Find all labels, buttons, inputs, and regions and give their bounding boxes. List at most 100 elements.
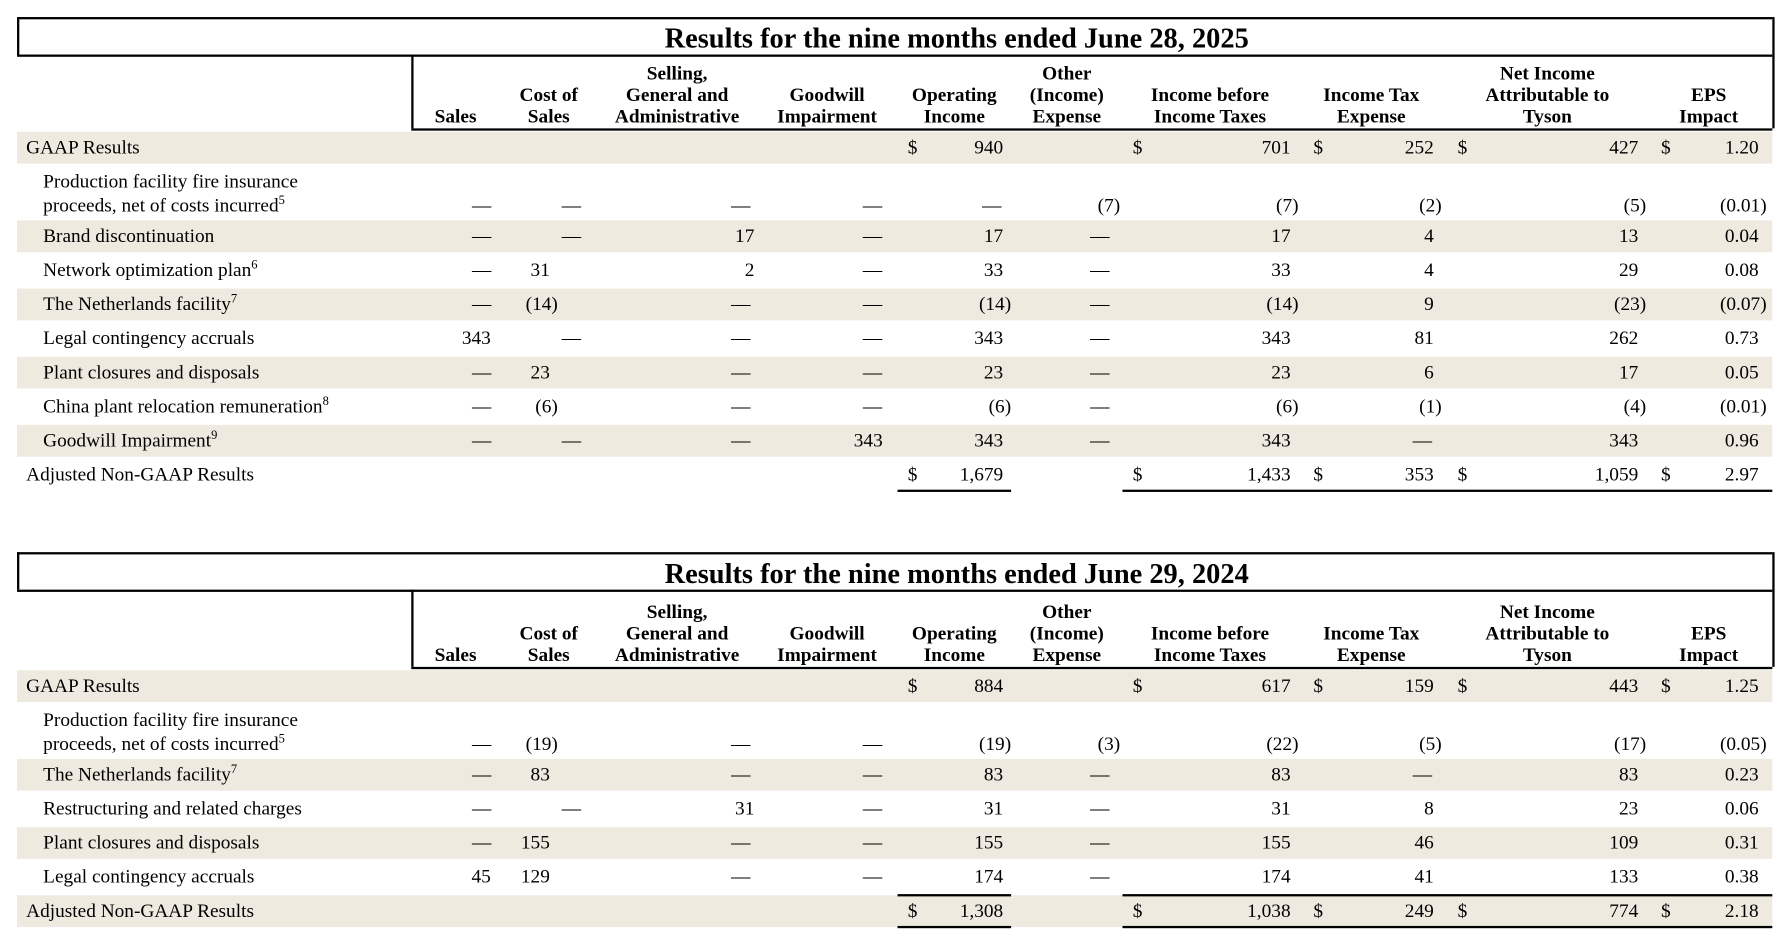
column-header: Income Taxes bbox=[1153, 644, 1267, 666]
column-header: Expense bbox=[1032, 105, 1102, 128]
column-header: Goodwill bbox=[789, 622, 865, 645]
dash: — bbox=[561, 194, 582, 216]
dash: — bbox=[1412, 429, 1433, 452]
dash: — bbox=[731, 293, 751, 315]
cell-value: 617 bbox=[1261, 674, 1291, 697]
cell-value: 81 bbox=[1414, 327, 1434, 349]
border bbox=[17, 54, 1773, 57]
currency-symbol: $ bbox=[1457, 463, 1468, 486]
dash: — bbox=[862, 224, 883, 247]
cell-value: 443 bbox=[1609, 674, 1639, 697]
dash: — bbox=[1090, 763, 1110, 786]
cell-value: 9 bbox=[1424, 293, 1434, 315]
row-shade bbox=[17, 827, 1773, 859]
dash: — bbox=[1090, 361, 1110, 383]
cell-value: 343 bbox=[974, 429, 1004, 452]
currency-symbol: $ bbox=[1457, 136, 1468, 158]
cell-value: 13 bbox=[1618, 224, 1639, 247]
column-header: Sales bbox=[527, 644, 570, 666]
dash: — bbox=[862, 797, 883, 820]
row-label: Production facility fire insurance bbox=[43, 170, 298, 193]
cell-value: (3) bbox=[1097, 732, 1121, 755]
dash: — bbox=[731, 429, 751, 452]
border bbox=[411, 128, 1773, 131]
column-header: Net Income bbox=[1499, 600, 1595, 623]
column-header: EPS bbox=[1690, 622, 1727, 645]
cell-value: 1.25 bbox=[1724, 674, 1759, 697]
dash: — bbox=[731, 732, 751, 755]
cell-value: 884 bbox=[974, 674, 1004, 697]
currency-symbol: $ bbox=[1313, 463, 1323, 486]
cell-value: 343 bbox=[461, 327, 491, 349]
dash: — bbox=[731, 865, 751, 888]
dash: — bbox=[1090, 395, 1110, 417]
column-header: (Income) bbox=[1029, 84, 1104, 106]
cell-value: 45 bbox=[471, 865, 491, 888]
cell-value: 252 bbox=[1404, 136, 1434, 158]
cell-value: (1) bbox=[1419, 395, 1442, 417]
table-title: Results for the nine months ended June 2… bbox=[664, 558, 1249, 590]
cell-value: 0.73 bbox=[1724, 327, 1759, 349]
dash: — bbox=[1090, 797, 1110, 820]
cell-value: (22) bbox=[1266, 732, 1299, 755]
cell-value: 17 bbox=[1618, 361, 1639, 383]
currency-symbol: $ bbox=[1660, 463, 1671, 486]
cell-value: 6 bbox=[1424, 361, 1434, 383]
row-label: Network optimization plan6 bbox=[43, 258, 258, 281]
currency-symbol: $ bbox=[1313, 136, 1323, 158]
cell-value: 4 bbox=[1424, 224, 1434, 247]
currency-symbol: $ bbox=[907, 463, 918, 486]
dash: — bbox=[472, 361, 492, 383]
column-header: Goodwill bbox=[789, 84, 865, 106]
border bbox=[1772, 552, 1775, 667]
table-title: Results for the nine months ended June 2… bbox=[664, 23, 1249, 55]
border bbox=[17, 17, 19, 55]
cell-value: 701 bbox=[1261, 136, 1291, 158]
currency-symbol: $ bbox=[1457, 899, 1468, 922]
cell-value: 174 bbox=[974, 865, 1004, 888]
column-header: Operating bbox=[911, 622, 997, 645]
cell-value: 774 bbox=[1609, 899, 1639, 922]
cell-value: (0.01) bbox=[1719, 194, 1767, 216]
row-shade bbox=[17, 356, 1773, 389]
column-header: Other bbox=[1042, 62, 1092, 85]
cell-value: 0.23 bbox=[1724, 763, 1759, 786]
total-rule bbox=[897, 925, 1012, 928]
currency-symbol: $ bbox=[1132, 899, 1143, 922]
row-shade bbox=[17, 758, 1773, 791]
row-label: proceeds, net of costs incurred5 bbox=[43, 732, 285, 755]
column-header: Cost of bbox=[519, 84, 578, 106]
footnote-ref: 9 bbox=[211, 428, 218, 443]
cell-value: 83 bbox=[530, 763, 550, 786]
footnote-ref: 7 bbox=[230, 762, 238, 777]
row-label: proceeds, net of costs incurred5 bbox=[43, 193, 285, 216]
dash: — bbox=[1090, 293, 1110, 315]
dash: — bbox=[862, 865, 883, 888]
column-header: Income before bbox=[1150, 84, 1270, 106]
cell-value: (7) bbox=[1276, 194, 1299, 216]
cell-value: 427 bbox=[1609, 136, 1639, 158]
cell-value: (6) bbox=[535, 395, 558, 417]
row-label: Plant closures and disposals bbox=[43, 361, 260, 383]
cell-value: 343 bbox=[1261, 327, 1291, 349]
row-label: Production facility fire insurance bbox=[43, 708, 298, 731]
cell-value: 0.31 bbox=[1724, 831, 1759, 854]
border bbox=[17, 17, 1773, 19]
footnote-ref: 8 bbox=[322, 394, 329, 409]
cell-value: 940 bbox=[974, 136, 1004, 158]
cell-value: (17) bbox=[1614, 732, 1647, 755]
dash: — bbox=[862, 763, 883, 786]
column-header: EPS bbox=[1690, 84, 1727, 106]
row-label: Legal contingency accruals bbox=[43, 865, 255, 888]
dash: — bbox=[472, 831, 492, 854]
dash: — bbox=[862, 293, 883, 315]
column-header: Expense bbox=[1032, 644, 1102, 666]
currency-symbol: $ bbox=[907, 899, 918, 922]
row-shade bbox=[17, 424, 1773, 457]
cell-value: 159 bbox=[1404, 674, 1434, 697]
dash: — bbox=[472, 224, 492, 247]
column-header: Other bbox=[1042, 600, 1092, 623]
dash: — bbox=[731, 361, 751, 383]
dash: — bbox=[472, 732, 492, 755]
